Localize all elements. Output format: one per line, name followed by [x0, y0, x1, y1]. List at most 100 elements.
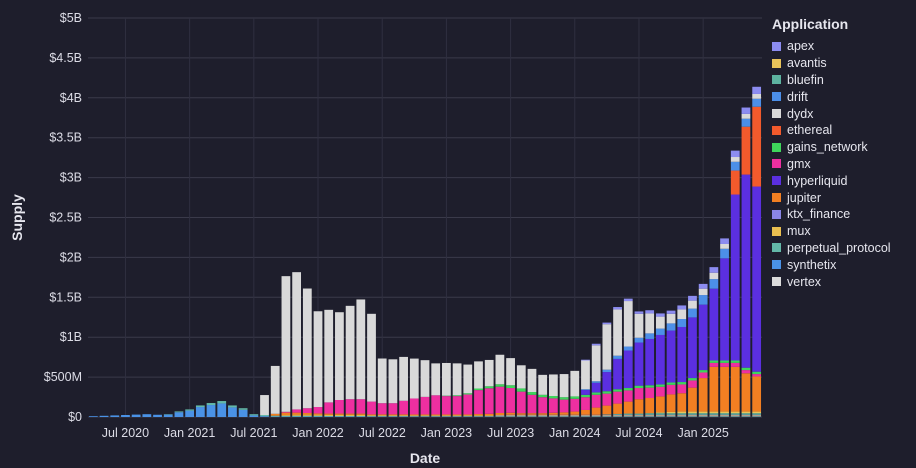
bar-segment-synthetix — [163, 414, 173, 417]
bar-segment-synthetix — [185, 410, 195, 417]
bar-segment-avantis — [655, 412, 665, 414]
bar-segment-gains_network — [666, 382, 676, 385]
bar-segment-jupiter — [431, 414, 441, 416]
bar-segment-apex — [645, 310, 655, 314]
bar-segment-gmx — [281, 411, 291, 413]
bar-segment-gmx — [548, 398, 558, 413]
legend-item-avantis[interactable]: avantis — [772, 55, 891, 72]
bar-segment-hyperliquid — [730, 194, 740, 361]
legend-label: ktx_finance — [787, 207, 851, 222]
y-tick-label: $4B — [60, 91, 82, 105]
legend-label: drift — [787, 89, 808, 104]
legend-item-dydx[interactable]: dydx — [772, 105, 891, 122]
bar-segment-perpetual_protocol — [195, 405, 205, 408]
bar-segment-apex — [602, 322, 612, 325]
legend-item-gains_network[interactable]: gains_network — [772, 139, 891, 156]
bar-segment-gains_network — [602, 391, 612, 394]
bar-segment-mux — [356, 414, 366, 416]
legend-item-perpetual_protocol[interactable]: perpetual_protocol — [772, 240, 891, 257]
legend-swatch — [772, 159, 781, 169]
legend-item-mux[interactable]: mux — [772, 223, 891, 240]
bar-segment-mux — [709, 415, 719, 417]
bar-segment-gmx — [666, 384, 676, 395]
bar-segment-jupiter — [730, 366, 740, 412]
legend-item-vertex[interactable]: vertex — [772, 273, 891, 290]
bar-segment-gmx — [538, 397, 548, 414]
bar-segment-perpetual_protocol — [335, 415, 344, 417]
y-tick-label: $500M — [44, 370, 82, 384]
bar-segment-dydx — [559, 374, 569, 398]
bar-segment-gmx — [452, 396, 462, 415]
bar-segment-dydx — [431, 363, 441, 396]
bar-segment-mux — [570, 415, 580, 417]
bar-segment-dydx — [516, 365, 526, 389]
bar-segment-dydx — [345, 305, 355, 400]
bar-segment-gmx — [292, 409, 302, 413]
bar-segment-mux — [484, 415, 494, 417]
bar-segment-gmx — [367, 401, 376, 415]
x-tick-label: Jan 2021 — [164, 426, 215, 440]
bar-segment-jupiter — [495, 413, 505, 416]
bar-segment-perpetual_protocol — [270, 415, 280, 417]
bar-segment-mux — [474, 415, 483, 417]
bar-segment-jupiter — [591, 407, 601, 415]
bar-segment-ktx_finance — [613, 414, 622, 416]
bar-segment-gmx — [324, 402, 334, 414]
y-tick-label: $2B — [60, 250, 82, 264]
bar-segment-gains_network — [463, 393, 473, 395]
y-tick-label: $0 — [68, 410, 82, 424]
bar-segment-mux — [431, 415, 441, 417]
bar-segment-dydx — [666, 313, 676, 324]
bar-segment-synthetix — [174, 412, 184, 417]
bar-segment-mux — [559, 415, 569, 417]
legend-item-ktx_finance[interactable]: ktx_finance — [772, 206, 891, 223]
bar-segment-synthetix — [121, 415, 130, 417]
bar-segment-jupiter — [442, 414, 451, 416]
y-tick-label: $1B — [60, 330, 82, 344]
bar-segment-mux — [698, 415, 708, 417]
bar-segment-mux — [720, 415, 729, 417]
legend-item-drift[interactable]: drift — [772, 88, 891, 105]
legend-item-hyperliquid[interactable]: hyperliquid — [772, 172, 891, 189]
bar-segment-avantis — [677, 411, 687, 414]
bar-segment-bluefin — [666, 413, 676, 415]
bar-segment-gmx — [356, 399, 366, 414]
bar-segment-synthetix — [195, 407, 205, 417]
bar-segment-bluefin — [613, 413, 622, 415]
bar-segment-dydx — [645, 313, 655, 334]
bar-segment-mux — [345, 414, 355, 416]
legend-item-jupiter[interactable]: jupiter — [772, 189, 891, 206]
legend-item-ethereal[interactable]: ethereal — [772, 122, 891, 139]
bar-segment-mux — [302, 414, 312, 416]
legend-item-bluefin[interactable]: bluefin — [772, 72, 891, 89]
bar-segment-jupiter — [463, 414, 473, 416]
bar-segment-apex — [752, 86, 762, 94]
bar-segment-dydx — [292, 272, 302, 410]
bar-segment-hyperliquid — [720, 258, 729, 361]
bar-segment-drift — [581, 389, 590, 391]
bar-segment-mux — [506, 415, 515, 417]
legend-item-apex[interactable]: apex — [772, 38, 891, 55]
bar-segment-gains_network — [623, 388, 633, 391]
bar-segment-mux — [752, 415, 762, 417]
bar-segment-synthetix — [88, 416, 98, 417]
bar-segment-jupiter — [688, 387, 697, 412]
bar-segment-dydx — [548, 374, 558, 397]
legend-title: Application — [772, 16, 849, 32]
bar-segment-ktx_finance — [538, 414, 548, 416]
x-tick-label: Jul 2022 — [359, 426, 406, 440]
bar-segment-gains_network — [655, 384, 665, 387]
legend-item-synthetix[interactable]: synthetix — [772, 256, 891, 273]
bar-segment-drift — [709, 279, 719, 289]
bar-segment-drift — [634, 337, 644, 343]
bar-segment-bluefin — [688, 413, 697, 415]
legend-item-gmx[interactable]: gmx — [772, 156, 891, 173]
bar-segment-mux — [548, 415, 558, 417]
bar-segment-jupiter — [313, 413, 323, 415]
bar-segment-gmx — [602, 393, 612, 406]
bar-segment-jupiter — [388, 414, 398, 416]
bar-segment-avantis — [666, 411, 676, 414]
bar-segment-drift — [698, 295, 708, 305]
legend-label: hyperliquid — [787, 173, 848, 188]
bar-segment-drift — [591, 381, 601, 383]
